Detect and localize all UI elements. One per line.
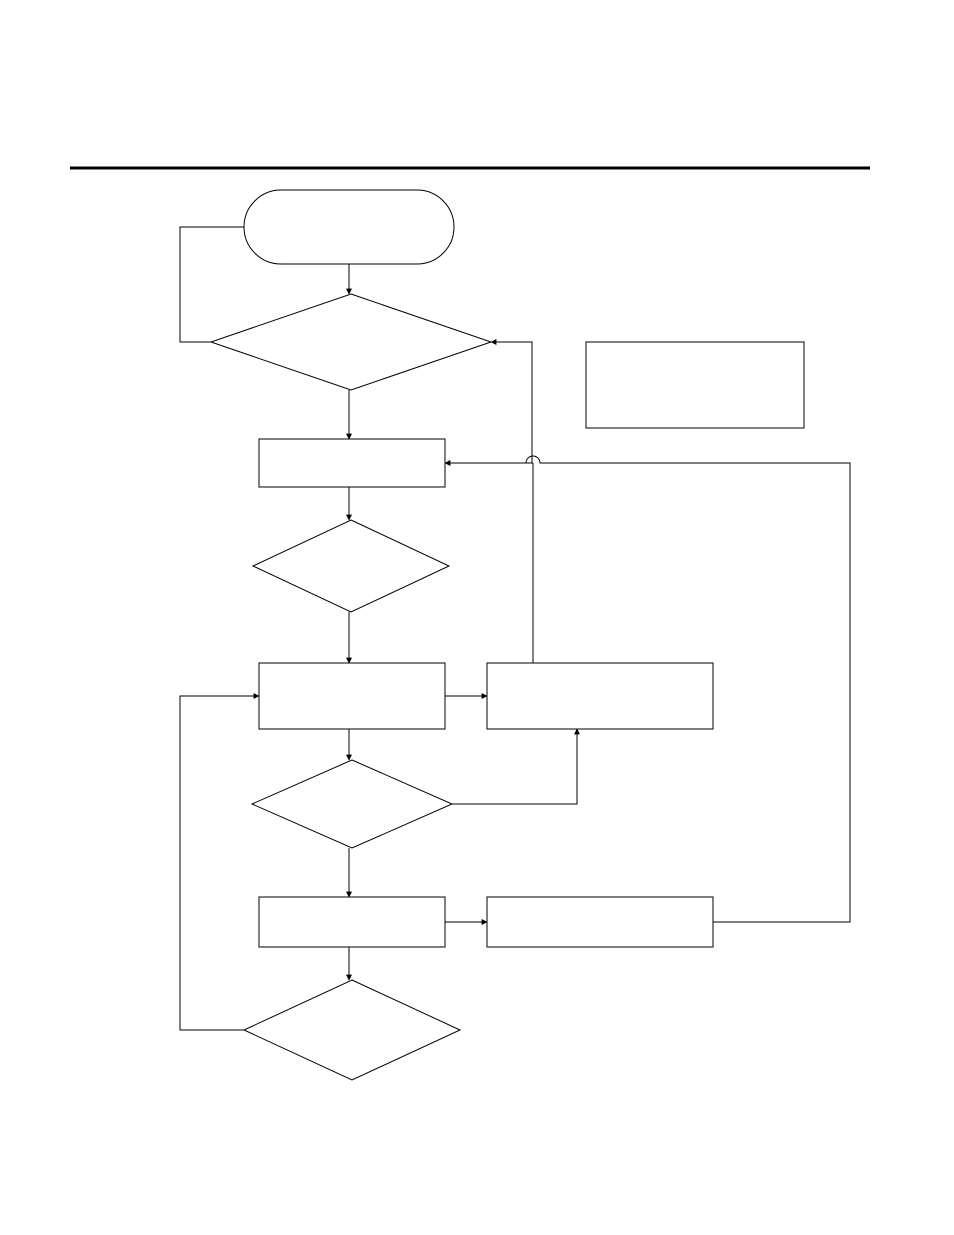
node-p3 <box>259 897 445 947</box>
node-start <box>244 190 454 264</box>
edge <box>452 729 577 804</box>
node-d1 <box>211 294 491 390</box>
node-d2 <box>253 520 449 612</box>
edge <box>180 696 259 1030</box>
edge <box>180 227 244 342</box>
node-p2r <box>487 663 713 729</box>
node-p3r <box>487 897 713 947</box>
node-d3 <box>252 760 452 848</box>
edge <box>491 342 850 922</box>
node-p1 <box>259 439 445 487</box>
node-d4 <box>244 980 460 1080</box>
node-legend <box>586 342 804 428</box>
node-p2 <box>259 663 445 729</box>
